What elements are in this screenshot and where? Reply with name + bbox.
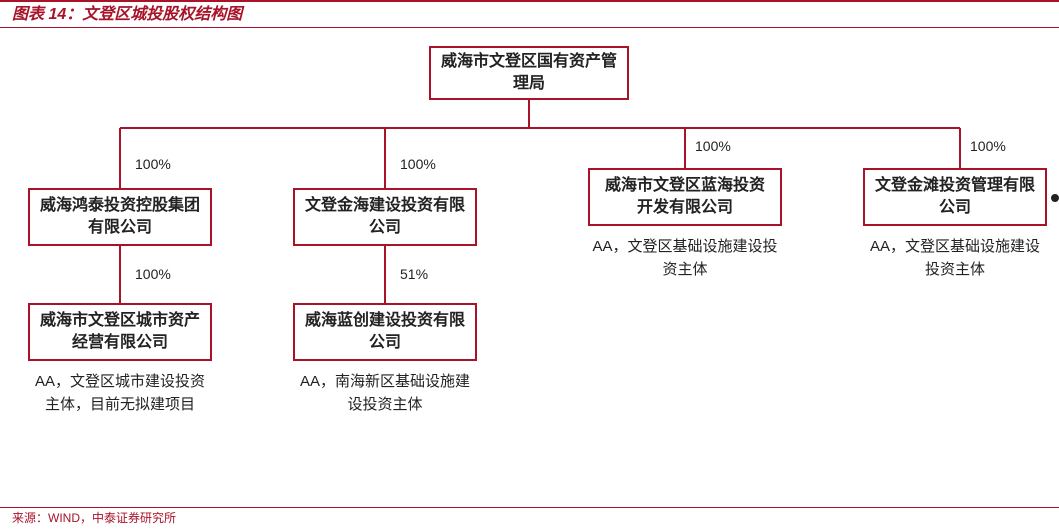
edge-dot xyxy=(1051,194,1059,202)
pct-l1-1: 100% xyxy=(400,156,436,172)
chart-title: 图表 14：文登区城投股权结构图 xyxy=(12,6,242,23)
org-chart: 威海市文登区国有资产管理局 100% 100% 100% 100% 威海鸿泰投资… xyxy=(0,28,1059,507)
pct-l2-0: 100% xyxy=(135,266,171,282)
node-l1-0: 威海鸿泰投资控股集团有限公司 xyxy=(28,188,212,246)
node-l1-0-label: 威海鸿泰投资控股集团有限公司 xyxy=(40,195,200,240)
chart-source: 来源：WIND，中泰证券研究所 xyxy=(12,511,176,525)
node-l2-1: 威海蓝创建设投资有限公司 xyxy=(293,303,477,361)
caption-l2-0: AA，文登区城市建设投资主体，目前无拟建项目 xyxy=(28,371,212,416)
node-l1-1-label: 文登金海建设投资有限公司 xyxy=(305,195,465,240)
node-l2-0-label: 威海市文登区城市资产经营有限公司 xyxy=(40,310,200,355)
pct-l1-2: 100% xyxy=(695,138,731,154)
pct-l1-0: 100% xyxy=(135,156,171,172)
node-l1-3-label: 文登金滩投资管理有限公司 xyxy=(875,175,1035,220)
caption-l2-1: AA，南海新区基础设施建设投资主体 xyxy=(293,371,477,416)
pct-l1-3: 100% xyxy=(970,138,1006,154)
node-l2-1-label: 威海蓝创建设投资有限公司 xyxy=(305,310,465,355)
node-root: 威海市文登区国有资产管理局 xyxy=(429,46,629,100)
node-l1-1: 文登金海建设投资有限公司 xyxy=(293,188,477,246)
caption-l1-3: AA，文登区基础设施建设投资主体 xyxy=(863,236,1047,281)
node-l1-2-label: 威海市文登区蓝海投资开发有限公司 xyxy=(600,175,770,220)
node-l1-2: 威海市文登区蓝海投资开发有限公司 xyxy=(588,168,782,226)
node-root-label: 威海市文登区国有资产管理局 xyxy=(441,51,617,96)
node-l1-3: 文登金滩投资管理有限公司 xyxy=(863,168,1047,226)
node-l2-0: 威海市文登区城市资产经营有限公司 xyxy=(28,303,212,361)
pct-l2-1: 51% xyxy=(400,266,428,282)
caption-l1-2: AA，文登区基础设施建设投资主体 xyxy=(588,236,782,281)
chart-title-bar: 图表 14：文登区城投股权结构图 xyxy=(0,0,1059,28)
chart-source-bar: 来源：WIND，中泰证券研究所 xyxy=(0,507,1059,529)
